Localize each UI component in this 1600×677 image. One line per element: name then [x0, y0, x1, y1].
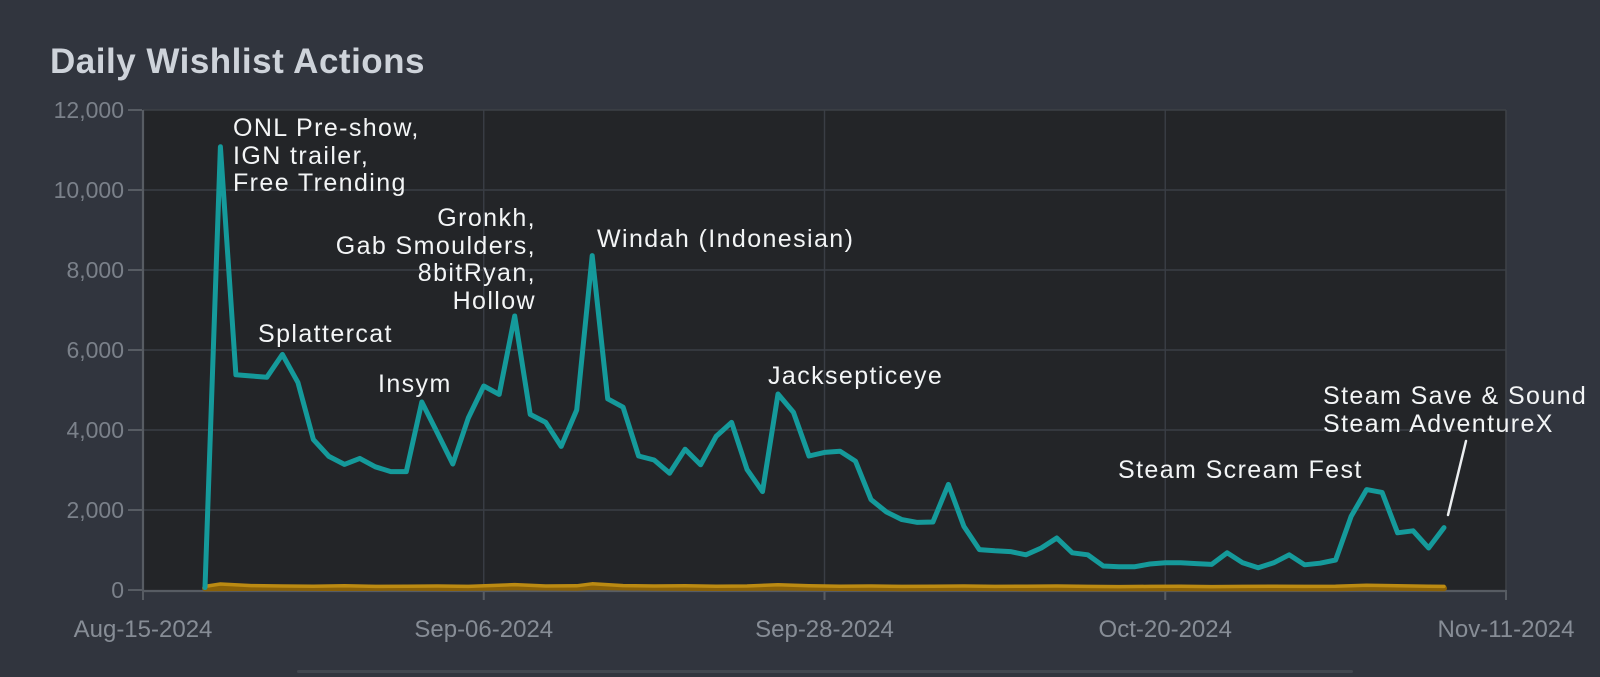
- y-tick-label: 12,000: [54, 97, 124, 123]
- annotation-leader-line: [1446, 439, 1468, 517]
- y-tick-label: 0: [111, 577, 124, 603]
- series-teal-main: [202, 144, 1447, 591]
- series-amber-bottom: [203, 582, 1446, 589]
- x-tick-label: Oct-20-2024: [1099, 616, 1232, 643]
- series-amber-bottom-shadow: [202, 584, 1447, 592]
- y-tick-label: 6,000: [66, 337, 124, 363]
- x-tick-label: Sep-06-2024: [414, 616, 553, 643]
- x-tick-label: Sep-28-2024: [755, 616, 894, 643]
- y-tick-label: 10,000: [54, 177, 124, 203]
- x-tick-label: Aug-15-2024: [74, 616, 213, 643]
- bottom-divider: [297, 670, 1353, 673]
- y-tick-label: 4,000: [66, 417, 124, 443]
- y-tick-label: 8,000: [66, 257, 124, 283]
- page-title: Daily Wishlist Actions: [50, 42, 426, 81]
- x-tick-label: Nov-11-2024: [1438, 616, 1575, 643]
- y-tick-label: 2,000: [66, 497, 124, 523]
